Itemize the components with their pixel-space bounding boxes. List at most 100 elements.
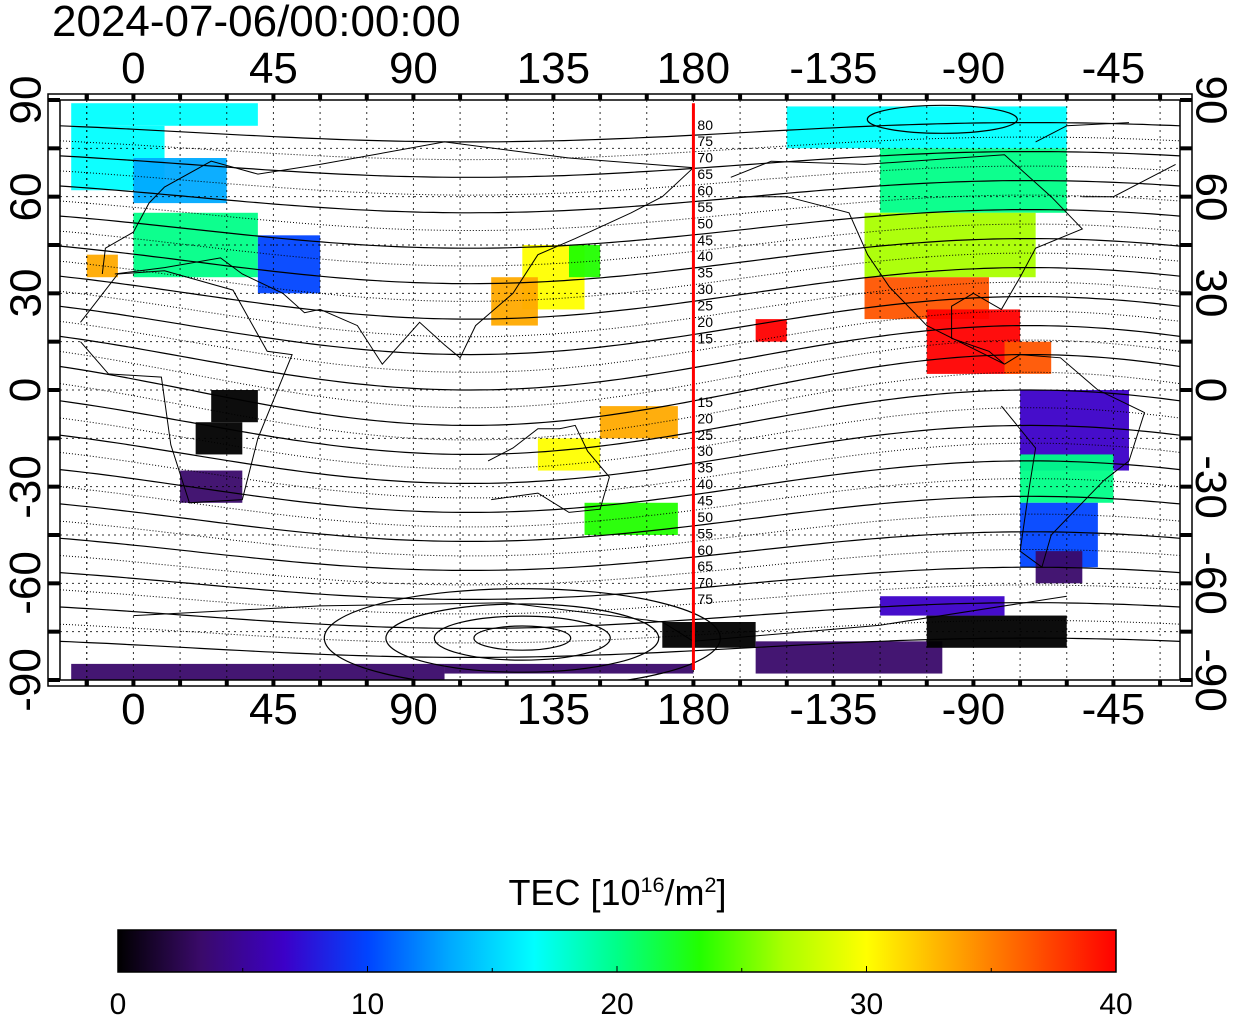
mag-lat-label-south: 15 xyxy=(697,394,713,410)
lat-tick-label: -90 xyxy=(1185,648,1235,712)
mag-lat-label-south: 20 xyxy=(697,410,713,426)
mag-lat-label-south: 30 xyxy=(697,443,713,459)
lon-tick-label: 45 xyxy=(248,44,298,93)
coastline xyxy=(80,270,293,504)
tec-patch xyxy=(584,502,678,535)
lat-tick-label: -90 xyxy=(0,648,50,712)
lat-tick-label: 60 xyxy=(1185,172,1235,222)
colorbar-gradient xyxy=(117,929,1117,973)
lat-tick-label: 90 xyxy=(0,75,50,125)
mag-contour xyxy=(60,602,1180,629)
mag-contour xyxy=(60,407,1180,470)
mag-contour xyxy=(60,389,1180,455)
mag-lat-label-north: 30 xyxy=(697,281,713,297)
mag-contour xyxy=(60,460,1180,513)
mag-lat-label-north: 45 xyxy=(697,232,713,248)
mag-lat-label-north: 55 xyxy=(697,199,713,215)
lat-tick-label: 90 xyxy=(1185,75,1235,125)
mag-lat-label-south: 40 xyxy=(697,476,713,492)
lon-tick-label: 180 xyxy=(656,44,731,93)
lat-tick-label: 60 xyxy=(0,172,50,222)
pole-contour xyxy=(323,588,721,680)
lon-tick-label: -135 xyxy=(789,685,878,734)
mag-lat-label-south: 55 xyxy=(697,525,713,541)
mag-lat-label-south: 75 xyxy=(697,591,713,607)
mag-lat-label-north: 80 xyxy=(697,117,713,133)
lon-tick-label: -90 xyxy=(941,685,1006,734)
mag-contour xyxy=(60,267,1180,320)
coastline xyxy=(101,141,695,366)
map-frame xyxy=(47,93,1193,687)
mag-contour xyxy=(60,549,1180,586)
lon-tick-label: 0 xyxy=(121,685,146,734)
mag-lat-label-south: 60 xyxy=(697,542,713,558)
mag-lat-label-north: 75 xyxy=(697,133,713,149)
mag-lat-label-south: 65 xyxy=(697,558,713,574)
mag-lat-label-north: 70 xyxy=(697,150,713,166)
mag-lat-label-south: 35 xyxy=(697,460,713,476)
magnetic-latitude-contours xyxy=(60,104,1180,680)
tec-patch xyxy=(71,663,445,680)
mag-lat-label-south: 45 xyxy=(697,492,713,508)
mag-lat-label-north: 60 xyxy=(697,183,713,199)
mag-contour xyxy=(60,281,1180,338)
tec-patch xyxy=(1004,341,1052,374)
mag-lat-label-north: 20 xyxy=(697,314,713,330)
lon-tick-label: 90 xyxy=(388,44,438,93)
colorbar-label: TEC [1016/m2] xyxy=(508,872,727,913)
lon-tick-label: 45 xyxy=(248,685,298,734)
mag-contour xyxy=(60,238,1180,285)
mag-contour xyxy=(60,339,1180,409)
mag-lat-label-north: 25 xyxy=(697,298,713,314)
lat-tick-label: 0 xyxy=(1,377,51,403)
mag-contour xyxy=(60,566,1180,600)
lon-tick-label: -45 xyxy=(1081,685,1146,734)
mag-lat-label-south: 50 xyxy=(697,509,713,525)
mag-contour xyxy=(60,637,1180,658)
lat-tick-label: 0 xyxy=(1186,377,1235,403)
lon-tick-label: -45 xyxy=(1081,44,1146,93)
magnetic-latitude-labels: 8075706560555045403530252015152025303540… xyxy=(697,117,713,607)
coastline xyxy=(730,154,1084,365)
mag-contour xyxy=(60,531,1180,571)
tec-patch xyxy=(662,622,756,648)
mag-lat-label-north: 50 xyxy=(697,215,713,231)
colorbar-tick-label: 40 xyxy=(1099,988,1133,1021)
colorbar-tick-label: 0 xyxy=(109,988,127,1021)
mag-contour xyxy=(60,310,1180,373)
lon-tick-label: -135 xyxy=(789,44,878,93)
mag-lat-label-north: 40 xyxy=(697,248,713,264)
tec-patch xyxy=(444,663,694,674)
mag-contour xyxy=(60,209,1180,249)
coastline xyxy=(1035,122,1176,198)
pole-contour xyxy=(433,615,611,661)
tec-patch xyxy=(257,235,321,294)
coastline xyxy=(1001,354,1146,569)
timestamp-title: 2024-07-06/00:00:00 xyxy=(52,0,461,46)
mag-contour xyxy=(60,122,1180,143)
mag-lat-label-north: 15 xyxy=(697,330,713,346)
mag-contour xyxy=(60,194,1180,231)
lon-tick-label: 0 xyxy=(121,44,146,93)
lat-tick-label: -30 xyxy=(0,454,50,519)
coastline xyxy=(487,424,610,513)
mag-lat-label-south: 25 xyxy=(697,427,713,443)
pole-contour xyxy=(385,603,660,673)
lat-tick-label: 30 xyxy=(0,268,50,318)
lat-tick-label: 30 xyxy=(1185,268,1235,318)
colorbar-tick-label: 20 xyxy=(600,988,634,1021)
lon-tick-label: -90 xyxy=(941,44,1006,93)
mag-contour xyxy=(60,442,1180,499)
mag-contour xyxy=(60,325,1180,391)
colorbar xyxy=(117,929,1117,973)
tec-patch xyxy=(755,319,787,342)
mag-contour xyxy=(60,371,1180,441)
lat-tick-label: -30 xyxy=(1185,454,1235,519)
mag-contour xyxy=(60,180,1180,214)
mag-contour xyxy=(60,223,1180,267)
mag-contour xyxy=(60,495,1180,542)
coastlines xyxy=(80,122,1176,642)
mag-contour xyxy=(60,513,1180,557)
